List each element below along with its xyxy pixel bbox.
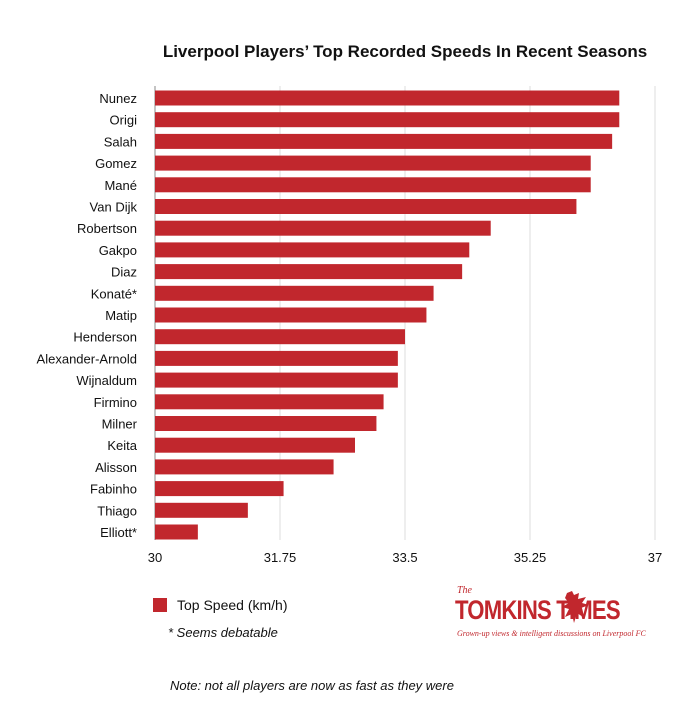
category-label: Origi — [110, 113, 138, 128]
x-tick-label: 37 — [648, 550, 662, 565]
chart-note: Note: not all players are now as fast as… — [170, 678, 454, 693]
bars — [155, 90, 620, 540]
bar — [155, 350, 398, 366]
legend-label: Top Speed (km/h) — [177, 597, 288, 613]
bar — [155, 502, 248, 518]
bar — [155, 481, 284, 497]
x-tick-label: 31.75 — [264, 550, 297, 565]
category-label: Alexander-Arnold — [37, 351, 137, 366]
legend-swatch — [153, 598, 167, 612]
x-tick-label: 30 — [148, 550, 162, 565]
liverbird-icon — [562, 591, 589, 623]
category-label: Milner — [102, 417, 138, 432]
category-label: Nunez — [99, 91, 137, 106]
category-label: Elliott* — [100, 525, 137, 540]
category-label: Henderson — [73, 330, 137, 345]
category-label: Fabinho — [90, 482, 137, 497]
bar — [155, 524, 198, 540]
bar — [155, 177, 591, 193]
logo-tagline: Grown-up views & intelligent discussions… — [457, 629, 646, 638]
category-label: Konaté* — [91, 286, 137, 301]
bar — [155, 437, 355, 453]
x-tick-label: 33.5 — [392, 550, 417, 565]
bar-chart: Nunez Origi Salah Gomez Mané Van Dijk Robertso… — [37, 86, 662, 565]
footnote: * Seems debatable — [168, 625, 278, 640]
category-label: Robertson — [77, 221, 137, 236]
bar — [155, 394, 384, 410]
bar — [155, 199, 577, 214]
category-label: Matip — [105, 308, 137, 323]
logo-name-text: TOMKINS TIMES — [455, 595, 621, 625]
bar — [155, 133, 613, 149]
bar — [155, 264, 463, 280]
category-label: Salah — [104, 134, 137, 149]
bar — [155, 285, 434, 301]
category-label: Mané — [104, 178, 137, 193]
category-label: Keita — [107, 438, 137, 453]
legend: Top Speed (km/h) — [153, 597, 288, 613]
bar — [155, 372, 398, 388]
category-label: Van Dijk — [90, 200, 138, 215]
category-label: Gomez — [95, 156, 137, 171]
bar — [155, 307, 427, 323]
category-label: Wijnaldum — [76, 373, 137, 388]
category-label: Firmino — [94, 395, 137, 410]
bar — [155, 242, 470, 258]
chart-title: Liverpool Players’ Top Recorded Speeds I… — [162, 42, 648, 61]
x-tick-labels: 30 31.75 33.5 35.25 37 — [148, 550, 662, 565]
bar — [155, 459, 334, 475]
bar — [155, 155, 591, 171]
x-tick-label: 35.25 — [514, 550, 547, 565]
bar — [155, 329, 405, 345]
logo-the-text: The — [457, 585, 472, 596]
bar — [155, 220, 491, 236]
category-labels: Nunez Origi Salah Gomez Mané Van Dijk Robertso… — [37, 91, 138, 540]
category-label: Diaz — [111, 265, 137, 280]
tomkins-times-logo: The TOMKINS TIMES Grown-up views & intel… — [455, 585, 670, 645]
category-label: Gakpo — [99, 243, 137, 258]
category-label: Alisson — [95, 460, 137, 475]
bar — [155, 416, 377, 431]
bar — [155, 112, 620, 128]
bar — [155, 90, 620, 106]
category-label: Thiago — [97, 503, 137, 518]
